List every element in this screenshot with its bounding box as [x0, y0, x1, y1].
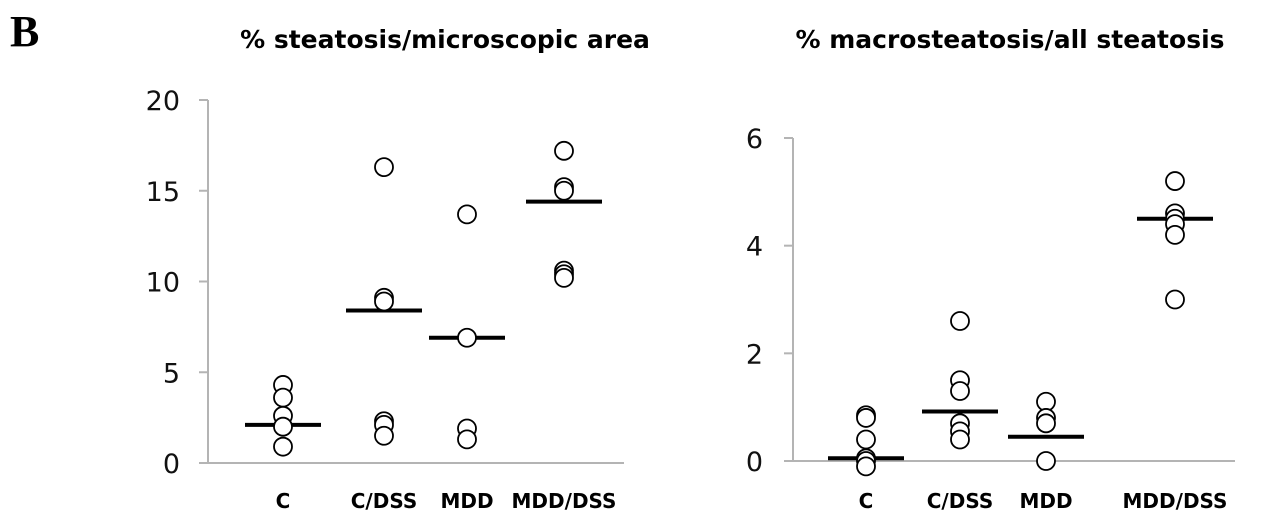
chart-title: % macrosteatosis/all steatosis	[795, 25, 1224, 54]
y-tick-label: 6	[746, 124, 763, 155]
data-point	[273, 387, 293, 408]
data-point	[374, 425, 394, 446]
chart-title: % steatosis/microscopic area	[240, 25, 650, 54]
data-point	[856, 408, 876, 428]
data-point	[950, 381, 970, 401]
data-point	[1165, 171, 1185, 191]
y-tick-label: 4	[746, 232, 763, 263]
chart-macrosteatosis: % macrosteatosis/all steatosis 0 2 4 6 C C/D…	[746, 25, 1235, 513]
data-point	[457, 429, 477, 450]
data-point	[1165, 289, 1185, 310]
x-category-label: MDD	[1019, 489, 1072, 513]
data-point	[856, 456, 876, 477]
x-labels: C C/DSS MDD MDD/DSS	[276, 489, 617, 513]
y-ticks: 0 5 10 15 20	[146, 86, 208, 480]
data-point	[1036, 413, 1056, 434]
data-point	[1165, 224, 1185, 245]
data-point	[554, 180, 574, 201]
data-point	[273, 436, 293, 457]
points	[273, 140, 574, 457]
x-category-label: C	[276, 489, 291, 513]
data-point	[554, 267, 574, 288]
x-labels: C C/DSS MDD MDD/DSS	[859, 489, 1228, 513]
y-tick-label: 15	[146, 177, 180, 208]
y-tick-label: 5	[163, 358, 180, 389]
x-category-label: C/DSS	[927, 489, 994, 513]
x-category-label: MDD	[440, 489, 493, 513]
x-category-label: MDD/DSS	[512, 489, 617, 513]
y-tick-label: 2	[746, 339, 763, 370]
x-category-label: C/DSS	[351, 489, 418, 513]
y-tick-label: 0	[163, 449, 180, 480]
y-tick-label: 10	[146, 268, 180, 299]
means	[828, 216, 1213, 461]
data-point	[374, 157, 394, 178]
panel-label: B	[10, 7, 39, 56]
data-point	[374, 291, 394, 312]
data-point	[554, 140, 574, 161]
data-point	[1036, 451, 1056, 471]
x-category-label: MDD/DSS	[1123, 489, 1228, 513]
data-point	[457, 204, 477, 225]
means	[245, 199, 602, 427]
data-point	[950, 311, 970, 331]
data-point	[856, 429, 876, 450]
data-point	[457, 327, 477, 348]
data-point	[950, 429, 970, 450]
y-tick-label: 0	[746, 447, 763, 478]
y-tick-label: 20	[146, 86, 180, 117]
y-ticks: 0 2 4 6	[746, 124, 793, 478]
x-category-label: C	[859, 489, 874, 513]
points	[856, 171, 1185, 477]
data-point	[273, 416, 293, 437]
